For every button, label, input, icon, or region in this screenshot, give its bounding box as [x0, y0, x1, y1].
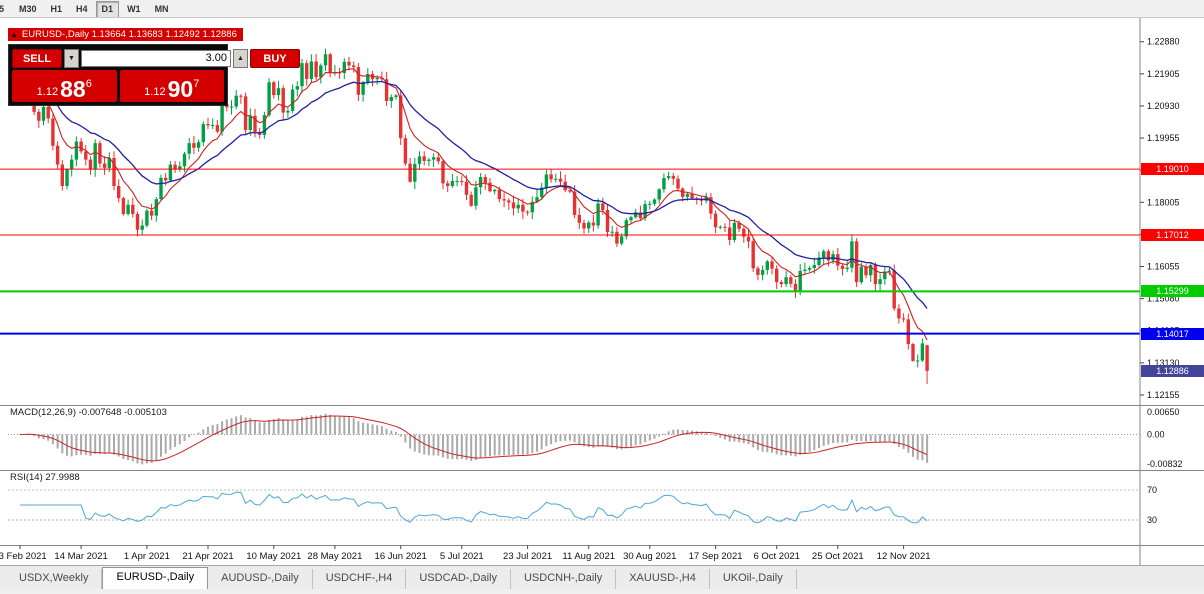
svg-text:11 Aug 2021: 11 Aug 2021	[562, 551, 615, 562]
svg-text:6 Oct 2021: 6 Oct 2021	[753, 551, 799, 562]
timeframe-button-h4[interactable]: H4	[76, 3, 88, 14]
current-price-flag: 1.12886	[1141, 364, 1204, 377]
price-chart[interactable]: 1.228801.219051.209301.199551.189801.180…	[0, 18, 1204, 565]
tab-ukoil-daily[interactable]: UKOil-,Daily	[710, 569, 797, 589]
sell-price-sup: 6	[85, 78, 92, 90]
tab-usdchf-h4[interactable]: USDCHF-,H4	[313, 569, 407, 589]
timeframe-button-d1[interactable]: D1	[95, 0, 120, 18]
timeframe-button-w1[interactable]: W1	[127, 3, 141, 14]
svg-text:1.16055: 1.16055	[1147, 262, 1180, 272]
svg-text:14 Mar 2021: 14 Mar 2021	[54, 551, 107, 562]
price-line-flag-1.17012: 1.17012	[1141, 228, 1204, 241]
buy-price-prefix: 1.12	[144, 86, 166, 98]
price-line-flag-1.14017: 1.14017	[1141, 327, 1204, 340]
timeframe-button-h1[interactable]: H1	[50, 3, 63, 14]
tab-usdx-weekly[interactable]: USDX,Weekly	[6, 569, 103, 589]
svg-text:21 Apr 2021: 21 Apr 2021	[182, 551, 233, 562]
svg-text:1.18005: 1.18005	[1147, 197, 1180, 207]
tab-usdcnh-daily[interactable]: USDCNH-,Daily	[511, 569, 617, 589]
collapse-triangle-icon[interactable]: ▲	[10, 30, 18, 39]
price-line-flag-1.19010: 1.19010	[1141, 163, 1204, 176]
svg-text:16 Jun 2021: 16 Jun 2021	[375, 551, 427, 562]
svg-text:30 Aug 2021: 30 Aug 2021	[623, 551, 676, 562]
svg-text:10 May 2021: 10 May 2021	[246, 551, 301, 562]
sell-price-display[interactable]: 1.12 88 6	[12, 70, 117, 102]
one-click-trading-panel: SELL ▼ ▲ BUY 1.12 88 6 1.12 90 7	[8, 44, 300, 106]
svg-text:17 Sep 2021: 17 Sep 2021	[689, 551, 743, 562]
volume-input[interactable]	[81, 49, 231, 67]
chart-ohlc-label: ▲ EURUSD-,Daily 1.13664 1.13683 1.12492 …	[8, 28, 243, 41]
volume-dropdown-button[interactable]: ▼	[64, 48, 79, 68]
macd-indicator-label: MACD(12,26,9) -0.007648 -0.005103	[10, 407, 167, 418]
svg-text:70: 70	[1147, 485, 1157, 495]
svg-text:0.00: 0.00	[1147, 430, 1165, 440]
timeframe-button-5[interactable]: 5	[0, 1, 11, 18]
svg-text:1.15080: 1.15080	[1147, 294, 1180, 304]
buy-price-sup: 7	[193, 78, 200, 90]
svg-text:23 Jul 2021: 23 Jul 2021	[503, 551, 552, 562]
svg-text:1 Apr 2021: 1 Apr 2021	[124, 551, 170, 562]
chart-tab-bar: USDX,Weekly EURUSD-,Daily AUDUSD-,Daily USD…	[0, 565, 1204, 589]
tab-usdcad-daily[interactable]: USDCAD-,Daily	[406, 569, 511, 589]
rsi-indicator-label: RSI(14) 27.9988	[10, 472, 80, 483]
svg-text:5 Jul 2021: 5 Jul 2021	[440, 551, 484, 562]
sell-button[interactable]: SELL	[12, 48, 62, 68]
svg-text:-0.00832: -0.00832	[1147, 459, 1183, 469]
tab-eurusd-daily[interactable]: EURUSD-,Daily	[102, 567, 209, 589]
tab-xauusd-h4[interactable]: XAUUSD-,H4	[616, 569, 710, 589]
price-line-flag-1.15299: 1.15299	[1141, 285, 1204, 298]
timeframe-button-mn[interactable]: MN	[154, 3, 169, 14]
svg-text:25 Oct 2021: 25 Oct 2021	[812, 551, 864, 562]
timeframe-toolbar: 5 M30 H1 H4 D1 W1 MN	[0, 0, 1204, 19]
svg-text:28 May 2021: 28 May 2021	[307, 551, 362, 562]
svg-text:1.12155: 1.12155	[1147, 390, 1180, 400]
svg-text:1.21905: 1.21905	[1147, 69, 1180, 79]
buy-price-main: 90	[167, 76, 194, 102]
volume-step-up-button[interactable]: ▲	[233, 48, 248, 68]
tab-audusd-daily[interactable]: AUDUSD-,Daily	[208, 569, 313, 589]
svg-text:1.22880: 1.22880	[1147, 37, 1180, 47]
ohlc-text: EURUSD-,Daily 1.13664 1.13683 1.12492 1.…	[21, 29, 237, 40]
buy-button[interactable]: BUY	[250, 48, 300, 68]
sell-price-prefix: 1.12	[36, 86, 59, 98]
timeframe-button-m30[interactable]: M30	[19, 3, 37, 14]
svg-text:1.19955: 1.19955	[1147, 133, 1180, 143]
svg-text:12 Nov 2021: 12 Nov 2021	[877, 551, 931, 562]
svg-text:0.00650: 0.00650	[1147, 407, 1180, 417]
sell-price-main: 88	[60, 76, 86, 102]
buy-price-display[interactable]: 1.12 90 7	[119, 70, 224, 102]
svg-text:1.13130: 1.13130	[1147, 358, 1180, 368]
chart-area: 1.228801.219051.209301.199551.189801.180…	[0, 17, 1204, 566]
svg-text:1.20930: 1.20930	[1147, 101, 1180, 111]
svg-text:23 Feb 2021: 23 Feb 2021	[0, 551, 47, 562]
svg-text:30: 30	[1147, 515, 1157, 525]
